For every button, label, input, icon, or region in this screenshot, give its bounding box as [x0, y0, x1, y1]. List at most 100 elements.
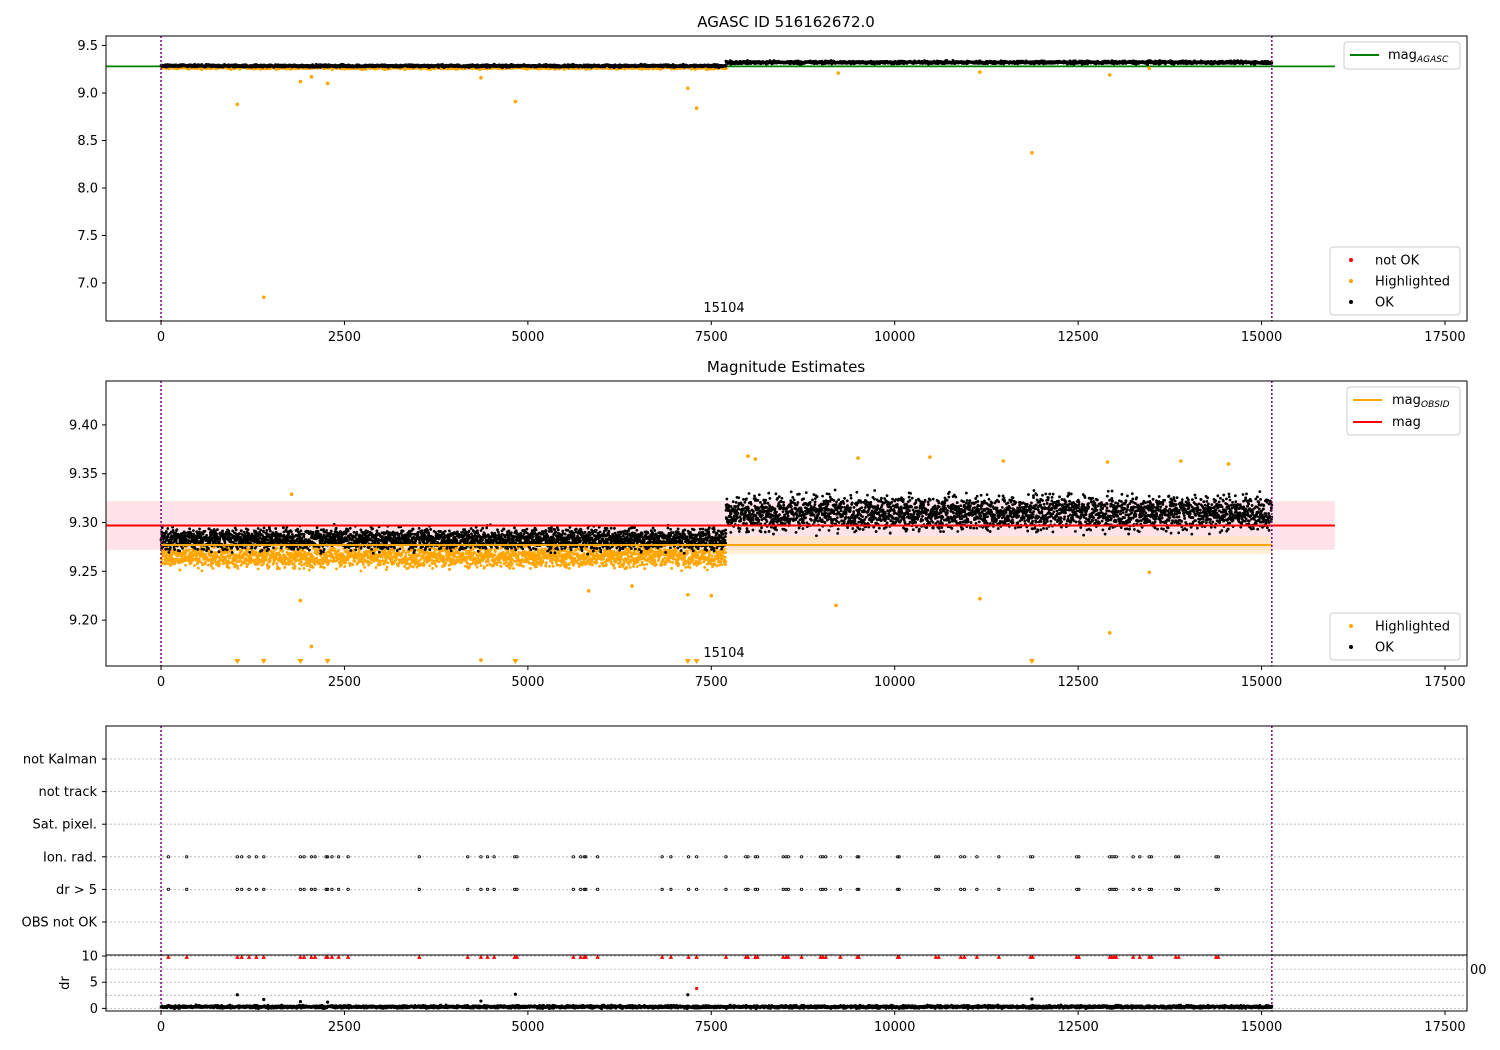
- middle-highlighted-series-point: [180, 555, 184, 559]
- middle-highlighted-series-point: [224, 558, 227, 562]
- middle-highlighted-series-point: [311, 554, 315, 558]
- middle-highlighted-series-point: [340, 563, 344, 567]
- middle-highlighted-series-point: [198, 560, 202, 564]
- middle-highlighted-series-point: [305, 564, 309, 568]
- stray-tick-label: 00: [1470, 963, 1487, 978]
- middle-highlighted-series-point: [453, 555, 457, 558]
- middle-highlighted-series-point: [236, 566, 240, 570]
- top-ok-series: [724, 58, 1274, 66]
- figure-title: AGASC ID 516162672.0: [697, 13, 875, 31]
- middle-highlighted-series-point: [243, 561, 247, 565]
- top-xtick-label: 10000: [874, 330, 915, 345]
- top-legend-swatch: [1349, 300, 1353, 304]
- middle-highlighted-series-point: [283, 566, 287, 569]
- top-highlighted-outlier: [836, 71, 841, 75]
- middle-highlighted-series-point: [253, 563, 257, 566]
- top-ytick-label: 8.0: [77, 182, 98, 197]
- top-xtick-label: 5000: [511, 330, 544, 345]
- middle-highlighted-series-point: [415, 565, 419, 569]
- middle-highlighted-series-point: [275, 546, 279, 550]
- middle-highlighted-series-point: [281, 549, 285, 553]
- middle-highlighted-series-point: [185, 549, 189, 553]
- middle-highlighted-series-point: [319, 562, 323, 566]
- middle-highlighted-series-point: [248, 553, 251, 557]
- middle-highlighted-series-point: [385, 568, 388, 571]
- middle-highlighted-series-point: [274, 555, 278, 559]
- top-ok-series-point: [951, 58, 955, 62]
- middle-highlighted-series-point: [206, 563, 210, 567]
- middle-highlighted-series-point: [262, 562, 265, 566]
- middle-highlighted-series-point: [184, 563, 187, 567]
- middle-highlighted-series-point: [271, 550, 275, 554]
- middle-highlighted-series-point: [433, 548, 437, 551]
- middle-highlighted-series-point: [233, 565, 237, 569]
- middle-highlighted-series-point: [171, 552, 175, 556]
- middle-highlighted-series-point: [404, 551, 408, 555]
- top-ok-series-point: [724, 64, 728, 68]
- top-highlighted-series-point: [724, 67, 728, 71]
- middle-highlighted-series-point: [384, 558, 388, 562]
- middle-highlighted-series-point: [343, 565, 347, 568]
- middle-highlighted-series-point: [309, 552, 313, 556]
- middle-highlighted-series-point: [359, 569, 363, 573]
- top-ok-series-point: [1146, 62, 1150, 66]
- middle-highlighted-series-point: [244, 557, 248, 560]
- top-highlighted-outlier: [513, 99, 518, 104]
- top-ok-series: [159, 62, 728, 70]
- middle-highlighted-series-point: [267, 553, 270, 556]
- middle-highlighted-series-point: [428, 564, 432, 568]
- middle-highlighted-series-point: [278, 567, 281, 570]
- top-legend-agasc-label: mag: [1388, 48, 1417, 63]
- middle-highlighted-series-point: [187, 548, 191, 552]
- middle-highlighted-series-point: [267, 565, 271, 568]
- middle-highlighted-series-point: [231, 560, 235, 564]
- middle-highlighted-series-point: [209, 564, 213, 568]
- middle-highlighted-series-point: [422, 562, 426, 566]
- top-legend-swatch: [1349, 279, 1353, 283]
- middle-highlighted-series-point: [407, 566, 410, 570]
- middle-highlighted-series-point: [166, 562, 170, 565]
- top-highlighted-outlier: [686, 86, 690, 91]
- middle-highlighted-series-point: [178, 568, 182, 572]
- top-highlighted-outlier: [1107, 73, 1112, 77]
- middle-highlighted-series-point: [454, 547, 458, 550]
- top-ok-series-point: [1270, 61, 1274, 65]
- top-legend-label: not OK: [1375, 254, 1420, 269]
- middle-highlighted-series-point: [363, 565, 367, 569]
- middle-highlighted-series-point: [280, 557, 284, 560]
- top-highlighted-outlier: [298, 79, 303, 84]
- middle-highlighted-series-point: [264, 558, 268, 562]
- middle-highlighted-series-point: [255, 560, 259, 563]
- middle-highlighted-series-point: [240, 549, 243, 553]
- top-xtick-label: 12500: [1057, 330, 1098, 345]
- top-highlighted-series-point: [374, 67, 378, 71]
- middle-highlighted-series-point: [238, 558, 242, 562]
- middle-highlighted-series-point: [292, 567, 296, 571]
- top-highlighted-outlier: [309, 75, 314, 79]
- middle-highlighted-series-point: [245, 565, 249, 568]
- middle-highlighted-series-point: [386, 561, 390, 565]
- middle-highlighted-series-point: [315, 556, 319, 560]
- top-ytick-label: 8.5: [77, 134, 98, 149]
- middle-highlighted-series-point: [183, 555, 187, 559]
- middle-highlighted-series-point: [390, 551, 393, 555]
- middle-highlighted-series-point: [293, 564, 297, 568]
- middle-highlighted-series-point: [313, 562, 317, 566]
- top-legend-swatch: [1349, 258, 1353, 262]
- middle-highlighted-series-point: [431, 567, 434, 570]
- top-xtick-label: 15000: [1241, 330, 1282, 345]
- middle-highlighted-series-point: [325, 557, 329, 561]
- top-legend-label: Highlighted: [1375, 275, 1450, 290]
- top-legend-label: OK: [1375, 296, 1394, 311]
- middle-highlighted-series-point: [296, 558, 300, 562]
- middle-highlighted-series-point: [271, 553, 275, 556]
- middle-highlighted-series-point: [380, 555, 384, 559]
- middle-highlighted-series-point: [184, 551, 188, 555]
- middle-highlighted-series-point: [292, 562, 296, 566]
- middle-highlighted-series-point: [249, 556, 253, 560]
- middle-highlighted-series-point: [235, 554, 239, 557]
- middle-highlighted-series-point: [322, 566, 326, 570]
- middle-highlighted-series-point: [256, 555, 260, 559]
- top-legend-points: [1329, 246, 1461, 316]
